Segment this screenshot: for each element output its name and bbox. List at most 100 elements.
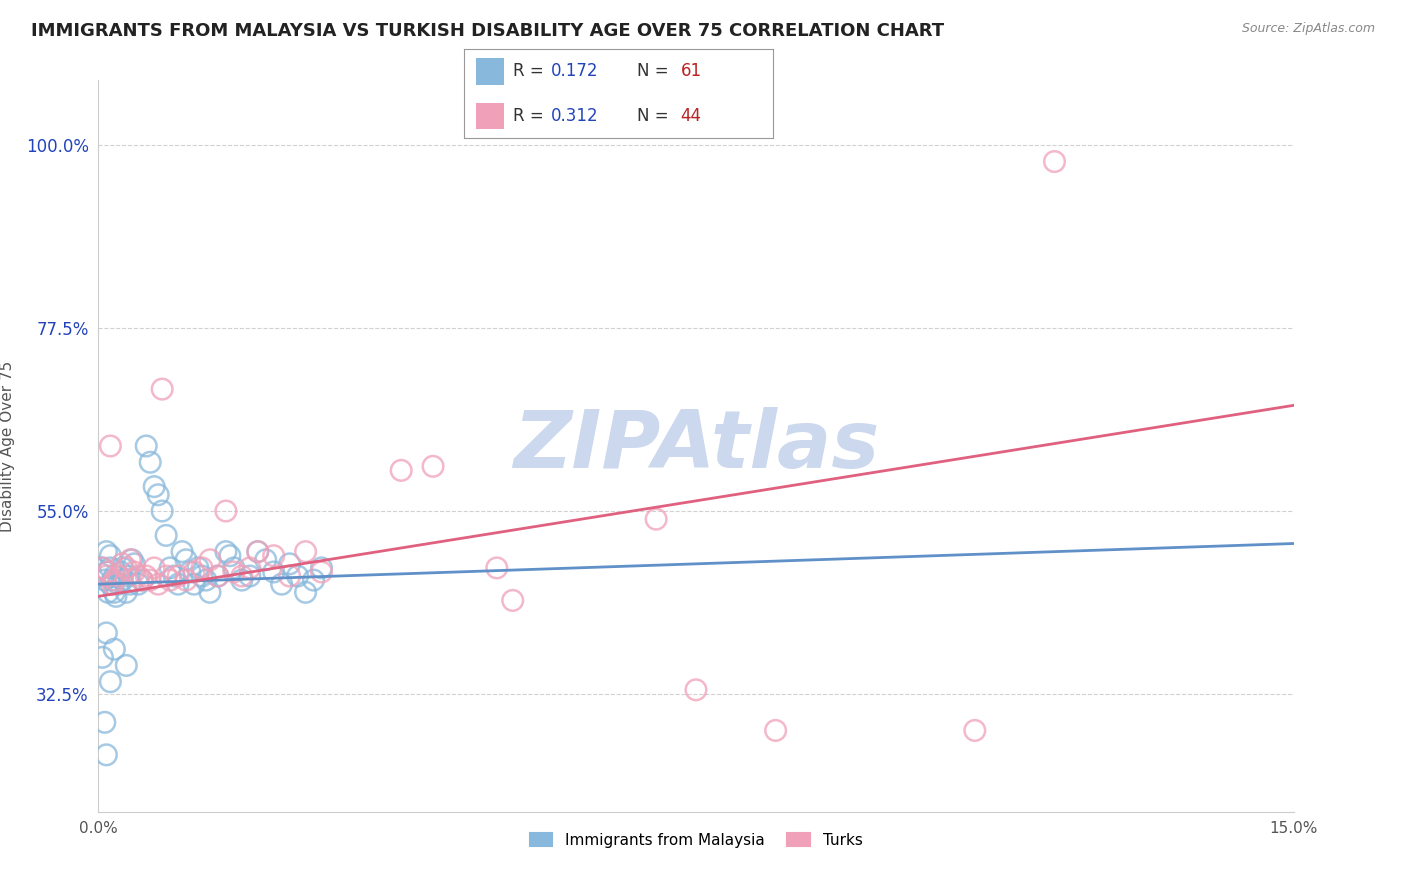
Point <box>246 544 269 558</box>
Point <box>302 573 325 587</box>
Point <box>135 569 157 583</box>
Point <box>98 577 122 591</box>
Point <box>219 549 242 563</box>
Point <box>1043 154 1066 169</box>
Y-axis label: Disability Age Over 75: Disability Age Over 75 <box>0 360 14 532</box>
Point <box>98 561 122 575</box>
Point <box>311 561 333 575</box>
Point <box>98 674 122 689</box>
Point <box>96 569 118 583</box>
Point <box>91 561 114 575</box>
Point <box>254 553 277 567</box>
Point <box>107 577 129 591</box>
Point <box>150 504 173 518</box>
Point <box>94 573 117 587</box>
Point <box>246 544 269 558</box>
Point <box>135 439 157 453</box>
Point <box>183 577 205 591</box>
Point <box>215 544 238 558</box>
Point <box>115 658 138 673</box>
Legend: Immigrants from Malaysia, Turks: Immigrants from Malaysia, Turks <box>522 825 870 855</box>
Point <box>148 488 170 502</box>
Point <box>124 565 146 579</box>
Point <box>191 561 214 575</box>
Point <box>159 573 181 587</box>
Point <box>198 553 221 567</box>
Point <box>311 565 333 579</box>
Point <box>198 585 221 599</box>
Point <box>143 480 166 494</box>
Point <box>103 573 125 587</box>
Point <box>148 577 170 591</box>
Point <box>765 723 787 738</box>
Point <box>207 569 229 583</box>
Text: IMMIGRANTS FROM MALAYSIA VS TURKISH DISABILITY AGE OVER 75 CORRELATION CHART: IMMIGRANTS FROM MALAYSIA VS TURKISH DISA… <box>31 22 943 40</box>
Point <box>97 585 120 599</box>
Point <box>191 569 214 583</box>
Point <box>121 553 143 567</box>
Point <box>115 561 138 575</box>
Point <box>150 382 173 396</box>
Point <box>155 569 177 583</box>
Point <box>96 544 118 558</box>
Point <box>222 565 245 579</box>
Text: 0.312: 0.312 <box>551 106 598 125</box>
Point <box>183 565 205 579</box>
Point <box>502 593 524 607</box>
Point <box>179 565 201 579</box>
Text: R =: R = <box>513 62 550 80</box>
Text: ZIPAtlas: ZIPAtlas <box>513 407 879 485</box>
Point <box>97 565 120 579</box>
Point <box>111 573 134 587</box>
Point <box>963 723 986 738</box>
Point <box>118 569 141 583</box>
Point <box>107 569 129 583</box>
Point <box>278 557 301 571</box>
Point <box>294 585 316 599</box>
Point <box>207 569 229 583</box>
Point <box>103 569 125 583</box>
Point <box>231 573 253 587</box>
Point <box>159 561 181 575</box>
Text: 61: 61 <box>681 62 702 80</box>
Point <box>96 565 118 579</box>
Point <box>91 650 114 665</box>
Point <box>389 463 412 477</box>
Point <box>115 585 138 599</box>
Point <box>94 715 117 730</box>
Point <box>278 569 301 583</box>
Text: N =: N = <box>637 106 673 125</box>
Point <box>143 561 166 575</box>
Point <box>172 544 194 558</box>
Point <box>222 561 245 575</box>
Point <box>485 561 508 575</box>
Point <box>110 565 132 579</box>
Point <box>174 573 197 587</box>
Point <box>422 459 444 474</box>
Point <box>127 577 149 591</box>
Point <box>131 573 153 587</box>
Point <box>103 642 125 657</box>
Point <box>98 549 122 563</box>
Point <box>263 565 285 579</box>
FancyBboxPatch shape <box>477 58 505 85</box>
Point <box>103 585 125 599</box>
Text: N =: N = <box>637 62 673 80</box>
Point <box>270 577 292 591</box>
Point <box>239 561 262 575</box>
Point <box>155 528 177 542</box>
Point <box>167 577 190 591</box>
Point <box>101 577 124 591</box>
Point <box>120 577 142 591</box>
Point <box>104 590 127 604</box>
Point <box>167 569 190 583</box>
Point <box>685 682 707 697</box>
Text: Source: ZipAtlas.com: Source: ZipAtlas.com <box>1241 22 1375 36</box>
Point <box>111 561 134 575</box>
Point <box>263 549 285 563</box>
Point <box>139 455 162 469</box>
Text: R =: R = <box>513 106 550 125</box>
Point <box>163 569 186 583</box>
Point <box>215 504 238 518</box>
Point <box>111 557 134 571</box>
